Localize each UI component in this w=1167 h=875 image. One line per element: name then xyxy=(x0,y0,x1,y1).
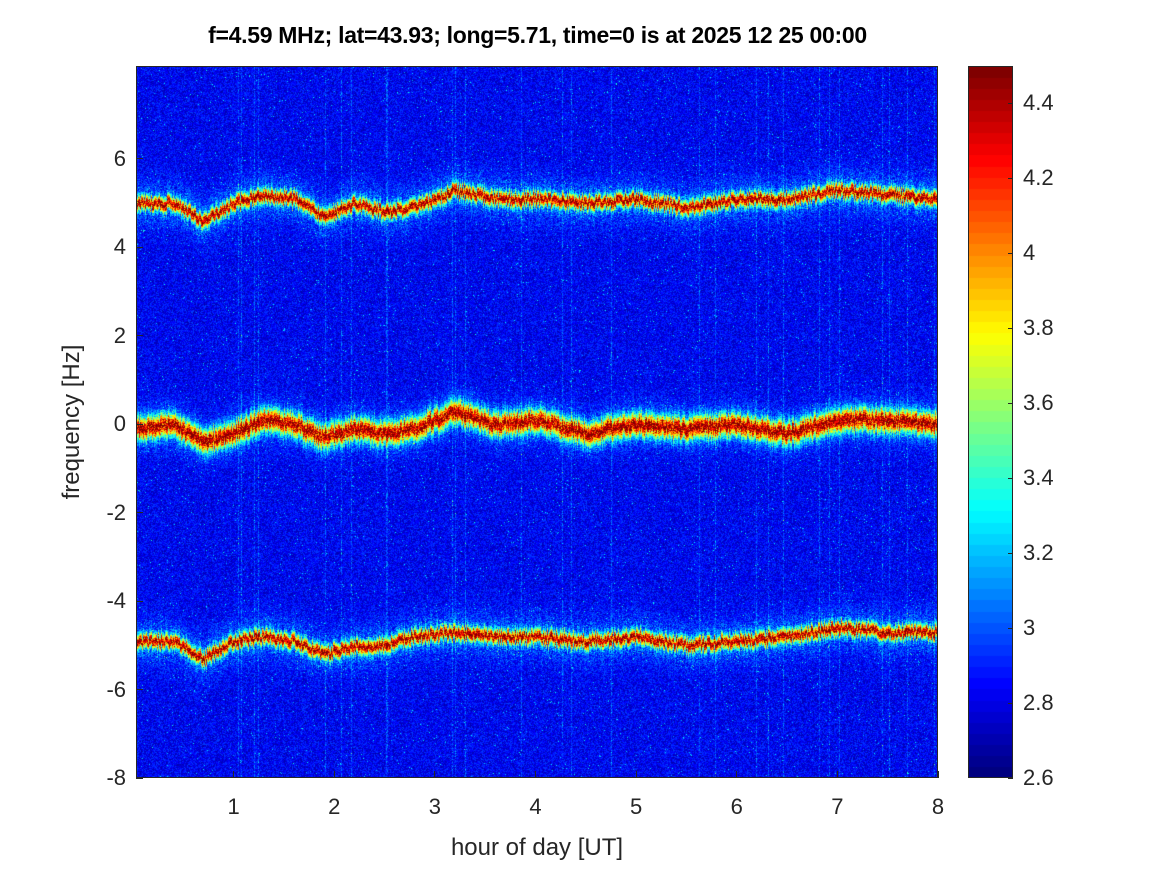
colorbar-tick-label: 4.4 xyxy=(1023,90,1054,116)
x-tick-mark xyxy=(434,771,436,778)
x-tick-label: 1 xyxy=(227,794,240,819)
colorbar-tick-mark xyxy=(1008,552,1013,554)
y-tick-mark xyxy=(136,158,143,160)
x-tick-label: 5 xyxy=(629,794,643,819)
x-tick-label: 6 xyxy=(730,794,743,819)
y-axis-label: frequency [Hz] xyxy=(58,344,85,500)
x-axis-label: hour of day [UT] xyxy=(450,834,624,861)
colorbar-tick-label: 3.2 xyxy=(1023,540,1054,566)
y-tick-label: 2 xyxy=(113,322,126,348)
y-tick-mark xyxy=(136,423,143,425)
y-tick-mark xyxy=(136,246,143,248)
colorbar-tick-mark xyxy=(1008,702,1013,704)
colorbar-tick-mark xyxy=(1008,627,1013,629)
y-tick-label: -2 xyxy=(106,499,126,525)
colorbar-tick-mark xyxy=(1008,252,1013,254)
x-tick-mark xyxy=(937,771,939,778)
y-tick-mark xyxy=(136,335,143,337)
colorbar-tick-label: 3.8 xyxy=(1023,315,1054,341)
y-tick-label: 0 xyxy=(113,411,126,437)
x-tick-mark xyxy=(736,771,738,778)
colorbar-tick-mark xyxy=(1008,402,1013,404)
colorbar-tick-mark xyxy=(1008,177,1013,179)
colorbar-tick-label: 2.8 xyxy=(1023,690,1054,716)
colorbar-tick-mark xyxy=(1008,102,1013,104)
x-tick-label: 4 xyxy=(529,794,542,819)
y-tick-label: -6 xyxy=(106,676,126,702)
x-tick-label: 7 xyxy=(831,794,844,819)
x-tick-mark xyxy=(233,771,235,778)
y-tick-mark xyxy=(136,777,143,779)
colorbar-tick-mark xyxy=(1008,477,1013,479)
y-tick-label: 4 xyxy=(113,234,126,260)
colorbar-tick-label: 3.4 xyxy=(1023,465,1054,491)
x-tick-mark xyxy=(333,771,335,778)
colorbar-tick-mark xyxy=(1008,777,1013,779)
x-tick-label: 8 xyxy=(931,794,945,819)
y-tick-label: 6 xyxy=(113,145,126,171)
colorbar-tick-label: 4 xyxy=(1023,240,1036,266)
colorbar-tick-label: 2.6 xyxy=(1023,765,1054,790)
colorbar-tick-label: 3 xyxy=(1023,615,1036,641)
x-tick-mark xyxy=(635,771,637,778)
y-tick-mark xyxy=(136,689,143,691)
x-tick-mark xyxy=(534,771,536,778)
colorbar xyxy=(968,66,1013,778)
y-tick-mark xyxy=(136,512,143,514)
spectrogram-heatmap xyxy=(136,66,938,778)
x-tick-mark xyxy=(836,771,838,778)
colorbar-tick-mark xyxy=(1008,327,1013,329)
colorbar-tick-label: 3.6 xyxy=(1023,390,1054,416)
chart-title: f=4.59 MHz; lat=43.93; long=5.71, time=0… xyxy=(208,22,867,48)
y-tick-label: -8 xyxy=(106,765,126,790)
y-tick-label: -4 xyxy=(106,588,126,614)
x-tick-label: 3 xyxy=(428,794,441,819)
colorbar-tick-label: 4.2 xyxy=(1023,165,1054,191)
y-tick-mark xyxy=(136,600,143,602)
x-tick-label: 2 xyxy=(328,794,341,819)
